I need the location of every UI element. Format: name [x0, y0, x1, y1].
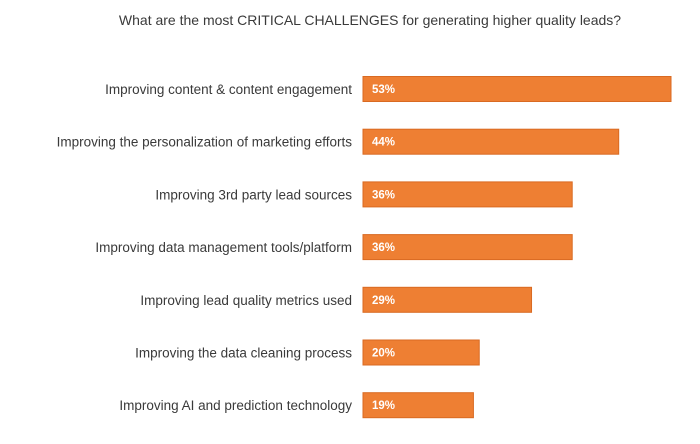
bar — [362, 339, 480, 366]
bar — [362, 234, 573, 261]
bar — [362, 392, 474, 419]
bar-value-label: 20% — [372, 348, 395, 360]
category-label: Improving lead quality metrics used — [140, 293, 352, 308]
category-label: Improving 3rd party lead sources — [155, 187, 352, 202]
bar — [362, 181, 573, 208]
category-label: Improving the personalization of marketi… — [57, 135, 353, 150]
category-label: Improving AI and prediction technology — [119, 398, 352, 413]
chart-title: What are the most CRITICAL CHALLENGES fo… — [119, 12, 621, 28]
category-label: Improving the data cleaning process — [135, 346, 352, 361]
bar — [362, 128, 620, 155]
category-label: Improving data management tools/platform — [95, 240, 352, 255]
bar — [362, 76, 672, 102]
bar — [362, 286, 533, 313]
bar-value-label: 36% — [372, 242, 395, 254]
bar-value-label: 19% — [372, 400, 395, 412]
bars: Improving content & content engagement 53… — [57, 76, 672, 419]
bar-value-label: 29% — [372, 295, 395, 307]
bar-value-label: 44% — [372, 137, 395, 149]
bar-value-label: 36% — [372, 189, 395, 201]
category-label: Improving content & content engagement — [105, 82, 352, 97]
bar-value-label: 53% — [372, 84, 395, 96]
